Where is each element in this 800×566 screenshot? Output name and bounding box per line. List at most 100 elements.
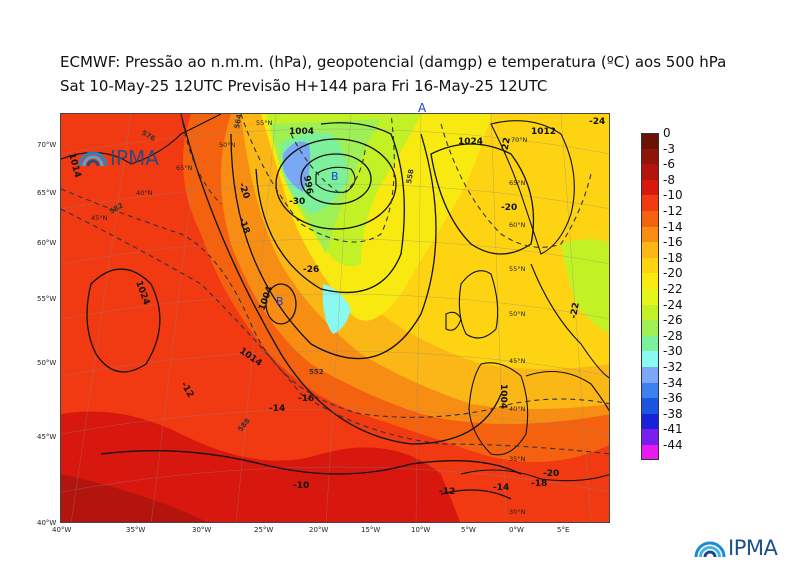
colorbar-cell: [641, 398, 659, 414]
geopotential-label: 558: [405, 168, 415, 184]
graticule-label: 65°N: [509, 179, 526, 187]
temperature-colorbar: [641, 133, 659, 461]
axis-label-bottom: 5°E: [557, 526, 570, 534]
geopotential-2: [61, 208, 609, 455]
colorbar-label: -10: [663, 188, 683, 203]
isotherm-label: -12: [439, 487, 455, 497]
colorbar-label: -14: [663, 219, 683, 234]
colorbar-label: -16: [663, 235, 683, 250]
colorbar-label: -32: [663, 360, 683, 374]
high-pressure-marker: A: [418, 101, 427, 115]
colorbar-label: -41: [663, 422, 683, 437]
isobar-label: 1004: [498, 384, 508, 409]
colorbar-label: -6: [663, 157, 675, 172]
graticule-label: 35°N: [509, 455, 526, 463]
weather-map: 1004 1024 1004 1014 1004 1014 1024 1012 …: [60, 113, 610, 523]
axis-label-left: 40°W: [37, 519, 57, 527]
geopotential-label: 564: [233, 114, 243, 129]
axis-label-bottom: 10°W: [411, 526, 431, 534]
colorbar-label: -38: [663, 406, 683, 421]
graticule-label: 70°N: [511, 136, 528, 144]
axis-label-left: 70°W: [37, 141, 57, 149]
isotherm-label: -20: [501, 203, 517, 213]
coast-ireland: [445, 311, 462, 331]
graticule-label: 45°N: [91, 214, 108, 222]
colorbar-label: -18: [663, 250, 683, 265]
colorbar-cell: [641, 304, 659, 321]
graticule-label: 55°N: [256, 119, 273, 127]
isobar-low-3: [255, 122, 405, 293]
axis-label-left: 60°W: [37, 239, 57, 247]
isobar-low-south: [265, 283, 297, 325]
coastlines: [61, 114, 609, 482]
isobar-high-west: [86, 268, 161, 373]
axis-label-bottom: 0°W: [509, 526, 524, 534]
colorbar-cell: [641, 164, 659, 180]
isobar-south-2: [440, 489, 512, 500]
graticule-label: 55°N: [509, 265, 526, 273]
colorbar-cell: [641, 335, 659, 352]
map-watermark-text: IPMA: [110, 146, 159, 170]
colorbar-label: -20: [663, 266, 683, 281]
colorbar-label: -8: [663, 172, 675, 187]
colorbar-label: -36: [663, 391, 683, 406]
colorbar-cell: [641, 257, 659, 274]
axis-label-bottom: 20°W: [309, 526, 329, 534]
isobar-mid: [180, 114, 502, 445]
colorbar-cell: [641, 226, 659, 243]
isobar-low-1: [300, 153, 372, 205]
colorbar-cell: [641, 195, 659, 211]
colorbar-cell: [641, 273, 659, 289]
graticule-label: 50°N: [219, 141, 236, 149]
isobar-low-4: [230, 133, 437, 360]
colorbar-cell: [641, 444, 659, 461]
isotherm-label: -14: [493, 483, 509, 493]
graticule-label: 45°N: [509, 357, 526, 365]
colorbar-cell: [641, 242, 659, 258]
geopotential-5: [440, 123, 592, 248]
axis-label-left: 50°W: [37, 359, 57, 367]
graticule-label: 40°N: [509, 405, 526, 413]
coast-iberia: [468, 362, 529, 456]
footer-logo-text: IPMA: [728, 536, 778, 560]
colorbar-cell: [641, 210, 659, 227]
isotherm-label: -10: [293, 481, 309, 491]
axis-label-bottom: 30°W: [192, 526, 212, 534]
coast-scandinavia: [490, 120, 575, 255]
isotherm-label: -20: [543, 469, 559, 479]
isobar-low-2: [275, 138, 397, 230]
coast-iceland: [315, 166, 356, 193]
geopotential-6: [180, 114, 222, 205]
axis-label-left: 55°W: [37, 295, 57, 303]
low-pressure-marker: B: [276, 295, 284, 308]
low-pressure-marker: B: [331, 170, 339, 183]
colorbar-cell: [641, 351, 659, 367]
colorbar-label: -3: [663, 141, 675, 156]
isobar-south: [100, 450, 522, 475]
colorbar-label: 0: [663, 126, 671, 140]
colorbar-cell: [641, 366, 659, 383]
isotherm-label: -22: [569, 302, 582, 320]
temp-field-darkred-south: [61, 411, 461, 522]
colorbar-label: -24: [663, 297, 683, 312]
graticule-label: 50°N: [509, 310, 526, 318]
map-title: ECMWF: Pressão ao n.m.m. (hPa), geopoten…: [60, 53, 727, 71]
axis-label-bottom: 5°W: [461, 526, 476, 534]
axis-label-bottom: 40°W: [52, 526, 72, 534]
map-watermark-logo: IPMA: [78, 146, 159, 170]
axis-label-left: 65°W: [37, 189, 57, 197]
colorbar-cell: [641, 320, 659, 336]
axis-label-bottom: 35°W: [126, 526, 146, 534]
isobar-label: 1004: [289, 127, 314, 137]
ipma-rainbow-icon: [694, 541, 726, 558]
coast-africa: [460, 469, 609, 482]
graticule-label: 65°N: [176, 164, 193, 172]
geopotential-3: [240, 114, 395, 243]
footer-logo: IPMA: [694, 536, 778, 560]
isobar-label: 996: [301, 175, 314, 195]
coast-britain: [458, 270, 499, 339]
isotherm-label: -16: [298, 394, 314, 404]
colorbar-cell: [641, 382, 659, 399]
weather-map-svg: 1004 1024 1004 1014 1004 1014 1024 1012 …: [61, 114, 609, 522]
colorbar-cell: [641, 429, 659, 445]
